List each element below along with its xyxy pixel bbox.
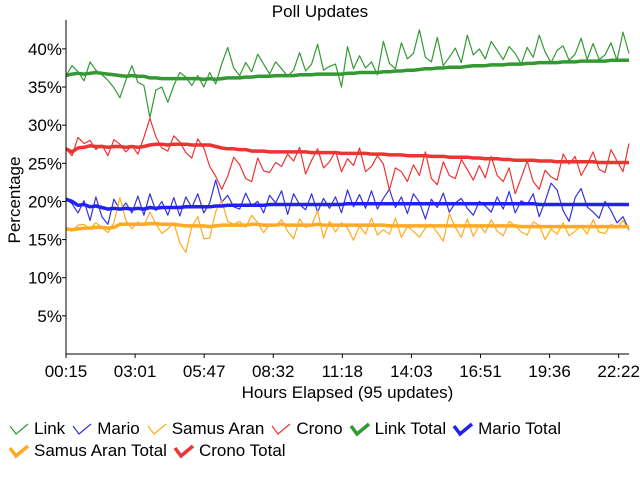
x-tick-label: 16:51 — [459, 362, 502, 381]
legend-item-samus-aran-total: Samus Aran Total — [8, 441, 167, 461]
series-line-mario-total — [65, 197, 629, 211]
legend-label: Samus Aran Total — [34, 441, 167, 460]
legend-label: Mario Total — [478, 419, 561, 438]
axes-layer: 5% 10% 15% 20% 25% 30% 35% 40% 00:15 03:01 05:47 08… — [28, 20, 640, 381]
chart-title: Poll Updates — [271, 2, 369, 21]
thick-check-icon — [173, 444, 195, 459]
x-tick-label: 19:36 — [528, 362, 571, 381]
legend-label: Mario — [97, 419, 140, 438]
y-tick-label: 40% — [28, 40, 62, 59]
thin-check-icon — [147, 423, 167, 435]
legend-item-link-total: Link Total — [349, 419, 447, 439]
legend-label: Link — [34, 419, 66, 438]
thick-check-icon — [8, 444, 30, 459]
legend-item-link: Link — [8, 419, 65, 439]
thick-check-icon — [349, 422, 370, 437]
legend-item-crono-total: Crono Total — [173, 441, 286, 461]
legend-label: Samus Aran — [171, 419, 265, 438]
legend-label: Crono — [296, 419, 343, 438]
legend-item-crono: Crono — [270, 419, 343, 439]
series-line-crono — [65, 117, 630, 195]
y-tick-label: 35% — [28, 78, 62, 97]
legend-label: Crono Total — [198, 441, 286, 460]
y-tick-label: 15% — [28, 231, 62, 250]
thin-check-icon — [72, 423, 92, 435]
thick-check-icon — [452, 422, 474, 437]
y-axis-label: Percentage — [5, 156, 24, 244]
series-line-samus-aran-total — [65, 221, 629, 232]
y-tick-label: 20% — [28, 192, 62, 211]
series-layer — [65, 29, 630, 254]
legend-item-mario-total: Mario Total — [452, 419, 561, 439]
legend-label: Link Total — [374, 419, 447, 438]
x-tick-label: 14:03 — [390, 362, 433, 381]
y-tick-label: 10% — [28, 269, 62, 288]
series-line-samus-aran — [65, 197, 630, 254]
x-tick-label: 00:15 — [45, 362, 88, 381]
series-line-link-total — [65, 58, 629, 82]
x-tick-label: 05:47 — [183, 362, 226, 381]
thin-check-icon — [9, 423, 29, 435]
x-tick-label: 03:01 — [114, 362, 157, 381]
y-tick-label: 30% — [28, 116, 62, 135]
legend-item-mario: Mario — [71, 419, 140, 439]
series-line-link — [65, 29, 630, 119]
y-tick-label: 25% — [28, 154, 62, 173]
x-tick-label: 22:22 — [597, 362, 640, 381]
legend-item-samus-aran: Samus Aran — [146, 419, 265, 439]
x-tick-label: 11:18 — [322, 362, 363, 381]
thin-check-icon — [271, 423, 291, 435]
series-line-mario — [65, 179, 630, 230]
x-axis-label: Hours Elapsed (95 updates) — [241, 383, 454, 402]
legend: Link Mario Samus Aran Crono Link Total Mario … — [8, 419, 633, 461]
x-tick-label: 08:32 — [252, 362, 295, 381]
y-tick-label: 5% — [37, 307, 62, 326]
series-line-crono-total — [65, 142, 629, 165]
